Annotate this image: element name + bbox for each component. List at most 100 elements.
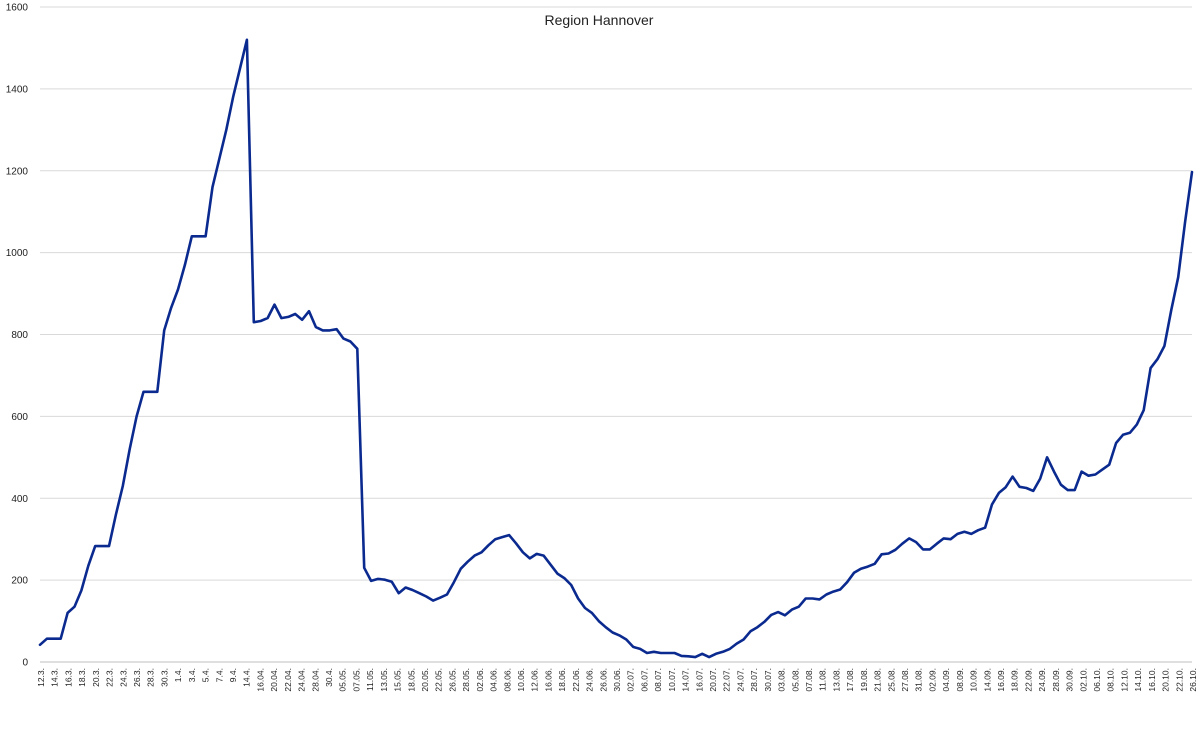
x-tick-label: 18.06. [557,668,567,692]
x-tick-label: 16.06. [543,668,553,692]
x-tick-label: 16.07. [694,668,704,692]
y-tick-label: 400 [11,494,28,505]
y-tick-label: 1600 [6,3,29,14]
x-tick-label: 30.06. [612,668,622,692]
x-tick-label: 24.04. [297,668,307,692]
x-tick-label: 18.05. [406,668,416,692]
x-tick-label: 06.07. [639,668,649,692]
x-tick-label: 08.09. [955,668,965,692]
x-tick-label: 21.08. [873,668,883,692]
x-tick-label: 5.4. [201,668,211,682]
x-tick-label: 17.08. [845,668,855,692]
x-tick-label: 06.10. [1092,668,1102,692]
x-tick-label: 03.08. [777,668,787,692]
chart-title: Region Hannover [545,12,654,28]
x-tick-label: 24.07. [735,668,745,692]
x-tick-label: 20.05. [420,668,430,692]
y-tick-label: 1200 [6,166,29,177]
x-tick-label: 07.08. [804,668,814,692]
x-tick-label: 20.04. [269,668,279,692]
x-tick-label: 10.07. [667,668,677,692]
x-tick-label: 04.06. [489,668,499,692]
y-tick-label: 600 [11,412,28,423]
x-tick-label: 12.06. [530,668,540,692]
y-tick-label: 800 [11,330,28,341]
x-tick-label: 15.05. [393,668,403,692]
x-tick-label: 07.05. [351,668,361,692]
x-tick-label: 08.06. [502,668,512,692]
x-tick-label: 14.3. [50,668,60,687]
x-tick-label: 26.06. [598,668,608,692]
x-tick-label: 02.09. [927,668,937,692]
x-tick-label: 18.3. [77,668,87,687]
x-tick-label: 16.10. [1147,668,1157,692]
x-tick-label: 28.3. [146,668,156,687]
x-tick-label: 22.10. [1174,668,1184,692]
x-tick-label: 30.4. [324,668,334,687]
y-tick-label: 200 [11,576,28,587]
x-tick-label: 22.05. [434,668,444,692]
x-tick-label: 11.08. [818,668,828,691]
x-tick-label: 22.04. [283,668,293,692]
x-tick-label: 30.09. [1065,668,1075,692]
x-tick-label: 14.4. [242,668,252,687]
x-axis-tick-labels: 12.3. 14.3. 16.3. 18.3. 20.3. 22.3. 24.3. 26.3.… [36,668,1198,692]
x-tick-label: 10.06. [516,668,526,692]
x-tick-label: 22.07. [722,668,732,692]
x-tick-label: 3.4. [187,668,197,682]
x-tick-label: 22.3. [105,668,115,687]
x-tick-label: 18.09. [1010,668,1020,692]
x-tick-label: 9.4. [228,668,238,682]
x-tick-label: 20.07. [708,668,718,692]
y-tick-label: 1400 [6,84,29,95]
x-tick-label: 08.10. [1106,668,1116,692]
x-tick-label: 14.09. [982,668,992,692]
x-tick-label: 16.3. [63,668,73,687]
x-tick-label: 13.05. [379,668,389,692]
y-tick-label: 0 [22,658,28,669]
x-tick-label: 04.09. [941,668,951,692]
x-tick-label: 22.09. [1023,668,1033,692]
y-tick-label: 1000 [6,248,29,259]
x-tick-label: 22.06. [571,668,581,692]
gridlines [40,6,1192,581]
series-line [38,38,1194,659]
x-tick-label: 16.04. [255,668,265,692]
x-tick-label: 27.08. [900,668,910,692]
y-axis-tick-labels: 0 200 400 600 800 1000 1200 1400 1600 [6,3,29,669]
x-tick-label: 30.07. [763,668,773,692]
x-tick-label: 24.09. [1037,668,1047,692]
x-tick-label: 31.08. [914,668,924,692]
x-tick-label: 16.09. [996,668,1006,692]
x-tick-label: 08.07. [653,668,663,692]
x-tick-label: 26.05. [447,668,457,692]
x-tick-label: 28.09. [1051,668,1061,692]
x-tick-label: 05.05. [338,668,348,692]
x-tick-label: 10.09. [969,668,979,692]
x-tick-label: 24.06. [585,668,595,692]
x-tick-label: 02.10. [1078,668,1088,692]
x-tick-label: 24.3. [118,668,128,687]
x-tick-label: 02.06. [475,668,485,692]
x-tick-label: 7.4. [214,668,224,682]
x-tick-label: 02.07. [626,668,636,692]
x-tick-label: 14.10. [1133,668,1143,692]
x-tick-label: 12.10. [1119,668,1129,692]
x-tick-label: 1.4. [173,668,183,682]
x-tick-label: 11.05. [365,668,375,691]
x-tick-label: 28.05. [461,668,471,692]
x-tick-label: 26.10. [1188,668,1198,692]
x-tick-label: 19.08. [859,668,869,692]
x-tick-label: 20.10. [1161,668,1171,692]
x-tick-label: 28.04. [310,668,320,692]
x-tick-label: 14.07. [681,668,691,692]
x-tick-label: 25.08. [886,668,896,692]
x-tick-label: 05.08. [790,668,800,692]
x-tick-label: 30.3. [159,668,169,687]
x-tick-label: 26.3. [132,668,142,687]
x-tick-label: 13.08. [831,668,841,692]
x-tick-label: 12.3. [36,668,46,687]
